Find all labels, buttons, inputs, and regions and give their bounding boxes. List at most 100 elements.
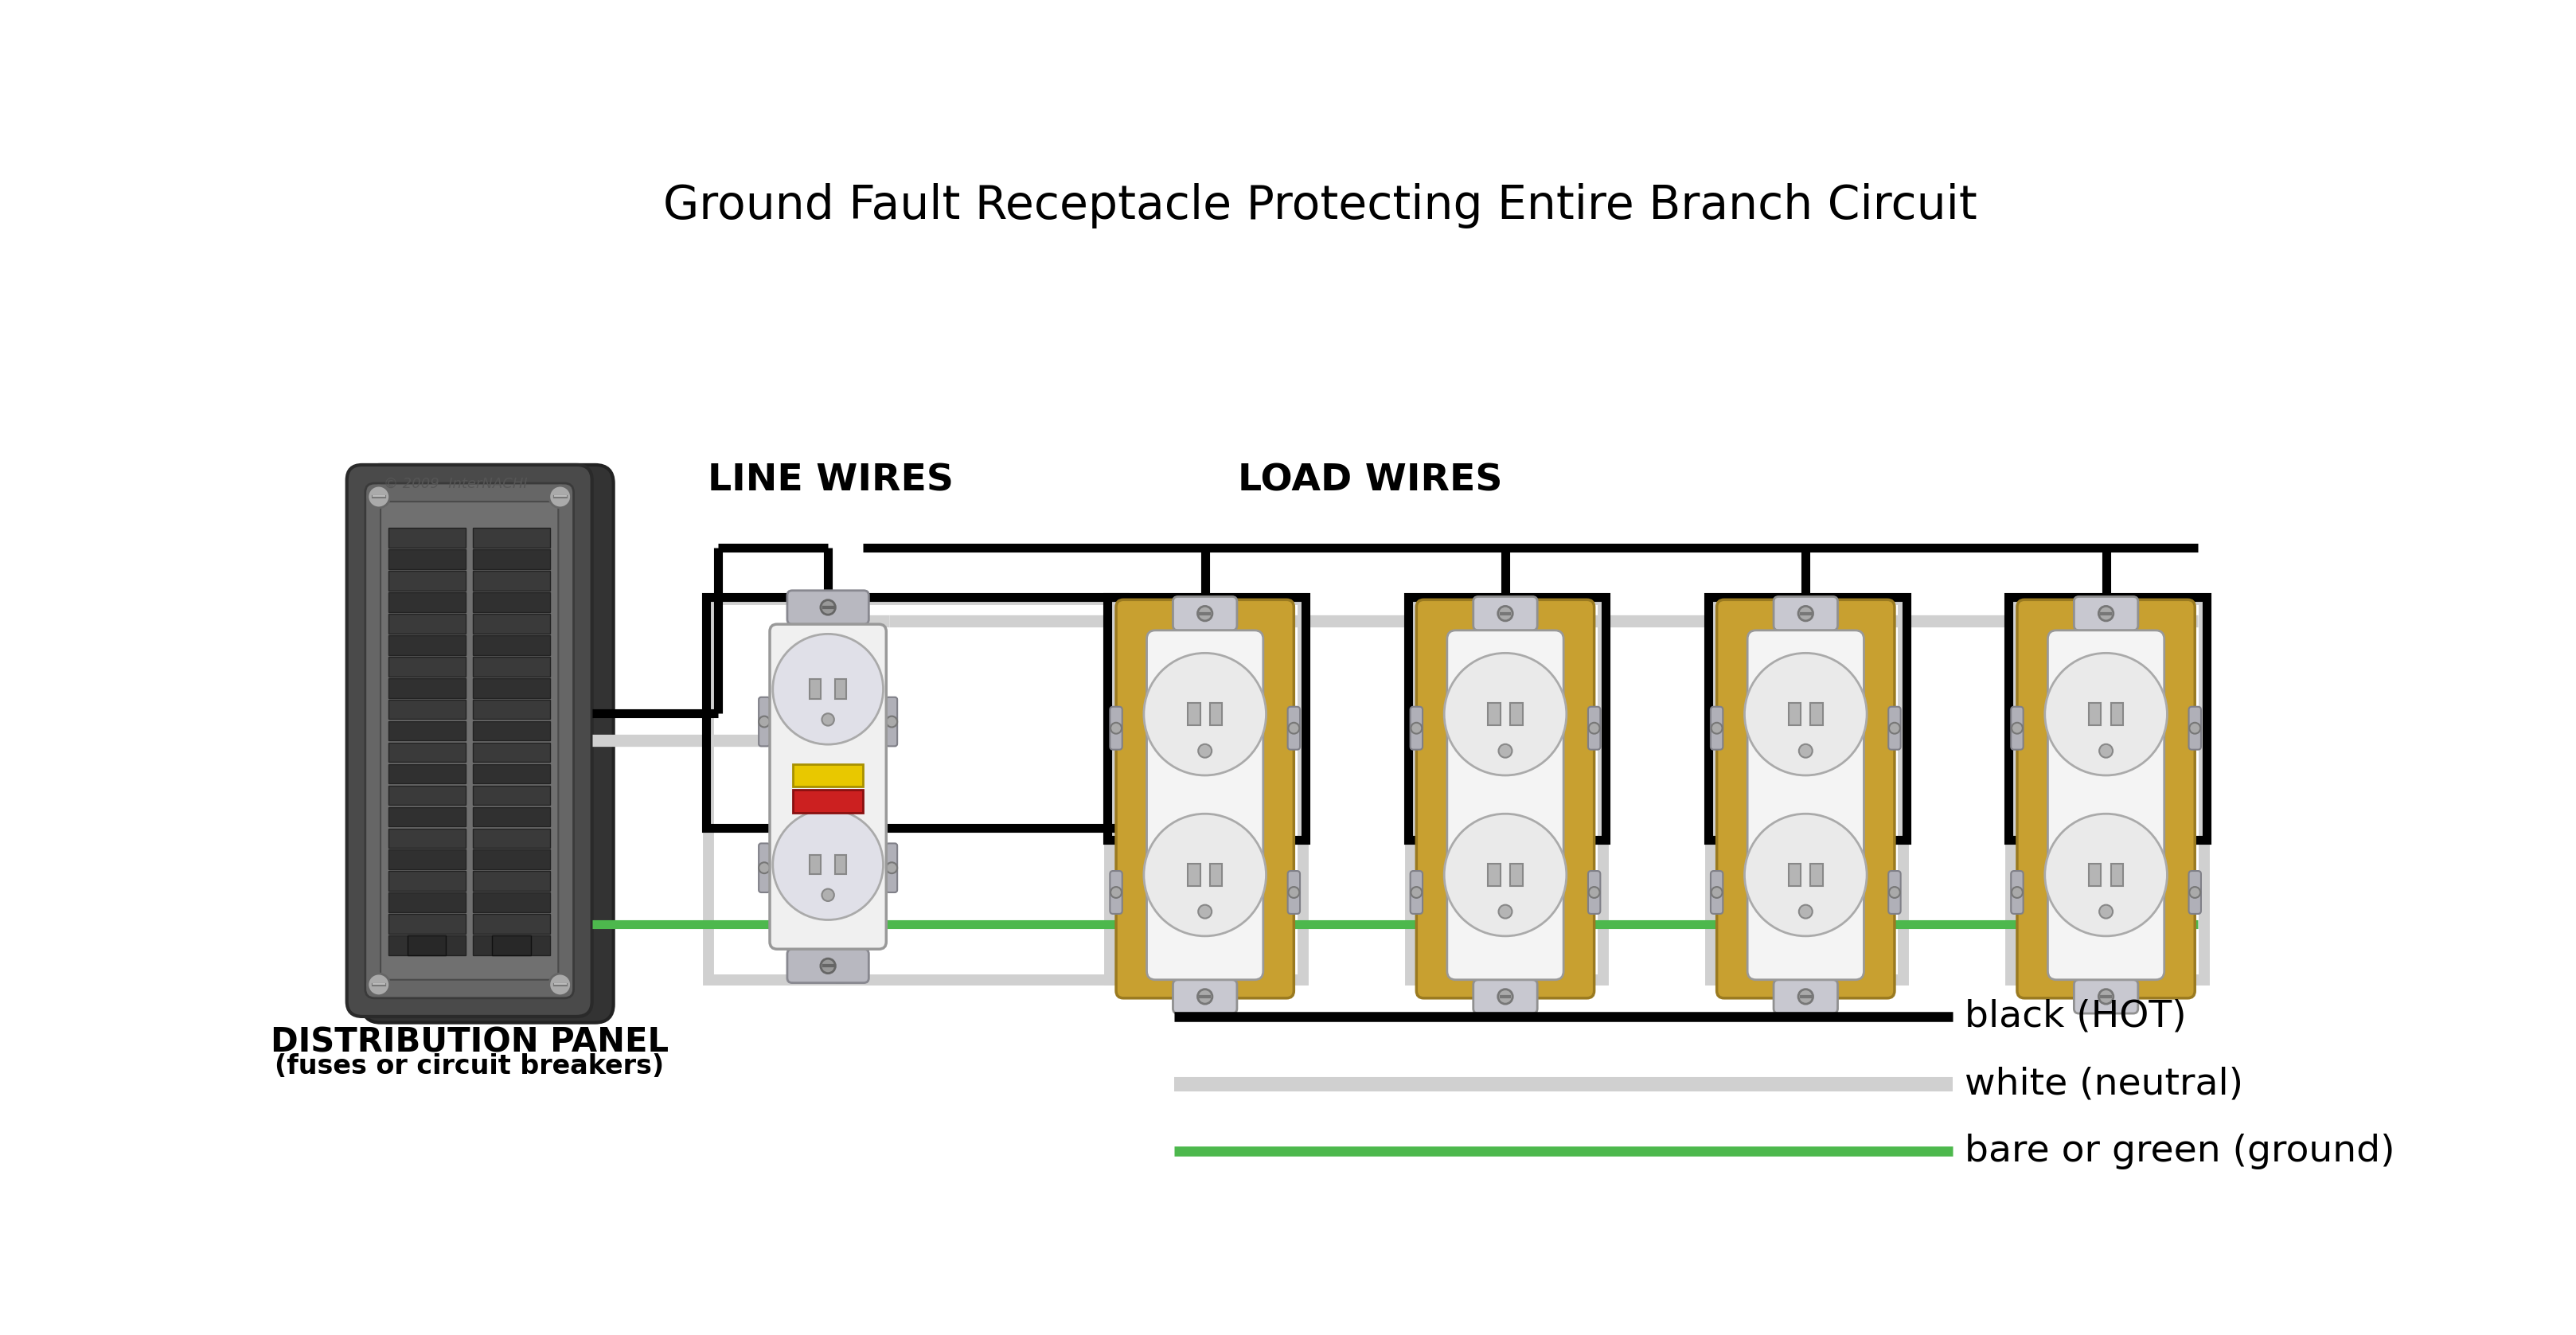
Circle shape [2190, 722, 2200, 734]
FancyBboxPatch shape [2190, 706, 2200, 750]
Circle shape [2099, 905, 2112, 918]
Polygon shape [1489, 786, 1522, 824]
FancyBboxPatch shape [1211, 864, 1221, 886]
FancyBboxPatch shape [1409, 870, 1422, 914]
FancyBboxPatch shape [389, 700, 466, 720]
Circle shape [2045, 814, 2166, 936]
Circle shape [549, 973, 572, 996]
Circle shape [1412, 722, 1422, 734]
Circle shape [1888, 722, 1901, 734]
FancyBboxPatch shape [1587, 706, 1600, 750]
FancyBboxPatch shape [389, 593, 466, 611]
FancyBboxPatch shape [474, 527, 551, 547]
Circle shape [2099, 606, 2112, 621]
Text: DISTRIBUTION PANEL: DISTRIBUTION PANEL [270, 1025, 670, 1059]
FancyBboxPatch shape [788, 590, 868, 625]
FancyBboxPatch shape [381, 502, 559, 980]
FancyBboxPatch shape [1473, 597, 1538, 630]
FancyBboxPatch shape [474, 571, 551, 590]
Circle shape [822, 599, 835, 614]
FancyBboxPatch shape [389, 828, 466, 848]
FancyBboxPatch shape [474, 872, 551, 890]
Circle shape [1288, 886, 1298, 898]
FancyBboxPatch shape [474, 785, 551, 805]
FancyBboxPatch shape [2017, 599, 2195, 999]
FancyBboxPatch shape [1146, 630, 1262, 980]
FancyBboxPatch shape [2074, 980, 2138, 1013]
FancyBboxPatch shape [1510, 864, 1522, 886]
FancyBboxPatch shape [2048, 630, 2164, 980]
FancyBboxPatch shape [389, 850, 466, 869]
Circle shape [1198, 905, 1211, 918]
Circle shape [1710, 886, 1723, 898]
Circle shape [1288, 722, 1298, 734]
FancyBboxPatch shape [389, 785, 466, 805]
FancyBboxPatch shape [835, 680, 848, 700]
FancyBboxPatch shape [1888, 706, 1901, 750]
FancyBboxPatch shape [389, 614, 466, 633]
FancyBboxPatch shape [474, 893, 551, 912]
FancyBboxPatch shape [1489, 864, 1499, 886]
Circle shape [1499, 744, 1512, 758]
FancyBboxPatch shape [793, 790, 863, 813]
FancyBboxPatch shape [770, 625, 886, 949]
FancyBboxPatch shape [1788, 864, 1801, 886]
FancyBboxPatch shape [2110, 864, 2123, 886]
FancyBboxPatch shape [1775, 597, 1837, 630]
FancyBboxPatch shape [1172, 597, 1236, 630]
FancyBboxPatch shape [366, 483, 574, 999]
FancyBboxPatch shape [389, 764, 466, 784]
FancyBboxPatch shape [1811, 864, 1824, 886]
Circle shape [2190, 886, 2200, 898]
Circle shape [1744, 814, 1868, 936]
Circle shape [1798, 744, 1814, 758]
FancyBboxPatch shape [492, 936, 531, 956]
Circle shape [1144, 814, 1267, 936]
Circle shape [1198, 606, 1213, 621]
FancyBboxPatch shape [389, 914, 466, 933]
Circle shape [1589, 722, 1600, 734]
FancyBboxPatch shape [348, 465, 592, 1016]
FancyBboxPatch shape [474, 614, 551, 633]
Circle shape [773, 809, 884, 920]
FancyBboxPatch shape [886, 697, 896, 746]
FancyBboxPatch shape [1710, 870, 1723, 914]
FancyBboxPatch shape [389, 657, 466, 677]
FancyBboxPatch shape [389, 872, 466, 890]
FancyBboxPatch shape [1409, 706, 1422, 750]
FancyBboxPatch shape [474, 828, 551, 848]
FancyBboxPatch shape [760, 697, 770, 746]
Text: bare or green (ground): bare or green (ground) [1965, 1133, 2396, 1169]
FancyBboxPatch shape [1211, 704, 1221, 725]
Circle shape [773, 634, 884, 745]
FancyBboxPatch shape [389, 527, 466, 547]
Circle shape [1144, 653, 1267, 776]
FancyBboxPatch shape [2089, 864, 2102, 886]
FancyBboxPatch shape [1716, 599, 1893, 999]
FancyBboxPatch shape [835, 854, 848, 874]
FancyBboxPatch shape [389, 806, 466, 826]
FancyBboxPatch shape [1587, 870, 1600, 914]
FancyBboxPatch shape [474, 635, 551, 655]
FancyBboxPatch shape [1110, 706, 1123, 750]
FancyBboxPatch shape [474, 850, 551, 869]
Circle shape [1798, 606, 1814, 621]
Circle shape [1412, 886, 1422, 898]
Circle shape [1499, 989, 1512, 1004]
FancyBboxPatch shape [2012, 706, 2022, 750]
FancyBboxPatch shape [1417, 599, 1595, 999]
Circle shape [2099, 989, 2112, 1004]
Text: LINE WIRES: LINE WIRES [708, 463, 953, 498]
Circle shape [2045, 653, 2166, 776]
FancyBboxPatch shape [474, 593, 551, 611]
Text: white (neutral): white (neutral) [1965, 1067, 2244, 1101]
Circle shape [1499, 905, 1512, 918]
FancyBboxPatch shape [474, 550, 551, 569]
FancyBboxPatch shape [474, 657, 551, 677]
FancyBboxPatch shape [1775, 980, 1837, 1013]
Circle shape [1798, 905, 1814, 918]
Circle shape [1589, 886, 1600, 898]
FancyBboxPatch shape [474, 806, 551, 826]
Text: © 2009  InterNACHI: © 2009 InterNACHI [384, 477, 528, 491]
FancyBboxPatch shape [389, 635, 466, 655]
